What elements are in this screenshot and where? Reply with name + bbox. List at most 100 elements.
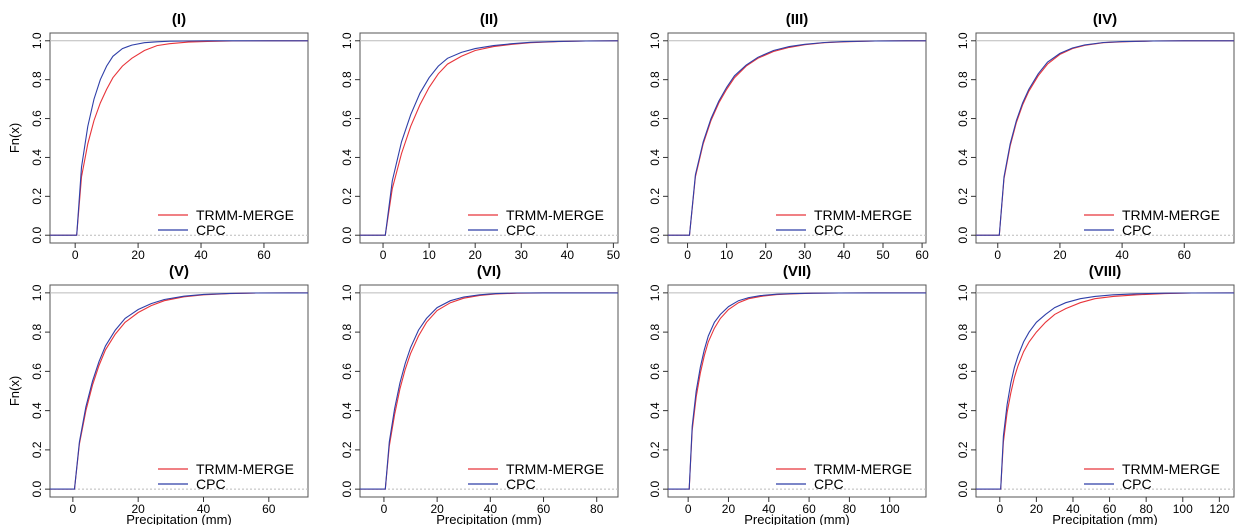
x-tick-label: 60 (915, 248, 929, 262)
y-tick-label: 0.8 (30, 71, 44, 88)
y-tick-label: 0.0 (340, 480, 354, 497)
legend-label: CPC (814, 476, 844, 492)
x-tick-label: 10 (422, 248, 436, 262)
y-tick-label: 0.2 (30, 441, 44, 458)
x-tick-label: 40 (197, 502, 211, 516)
y-tick-label: 1.0 (30, 32, 44, 49)
x-axis-label: Precipitation (mm) (1052, 512, 1157, 525)
y-tick-label: 0.2 (30, 188, 44, 205)
panel-title: (I) (172, 11, 186, 28)
x-tick-label: 0 (70, 502, 77, 516)
series-line-cpc (976, 292, 1235, 490)
x-tick-label: 120 (1209, 502, 1229, 516)
plot-frame (49, 284, 309, 498)
x-tick-label: 20 (1030, 502, 1044, 516)
x-tick-label: 40 (1115, 248, 1129, 262)
panel-title: (IV) (1093, 11, 1117, 28)
y-tick-label: 0.2 (340, 441, 354, 458)
y-tick-label: 0.4 (30, 402, 44, 419)
series-line-trmm-merge (976, 292, 1235, 490)
panel-title: (VI) (477, 263, 501, 280)
x-tick-label: 80 (590, 502, 604, 516)
x-tick-label: 30 (515, 248, 529, 262)
x-tick-label: 0 (684, 248, 691, 262)
y-tick-label: 0.4 (340, 402, 354, 419)
legend-label: CPC (1122, 476, 1152, 492)
y-tick-label: 0.2 (956, 441, 970, 458)
x-tick-label: 50 (607, 248, 621, 262)
x-tick-label: 20 (759, 248, 773, 262)
series-line-trmm-merge (668, 292, 926, 490)
plot-frame (975, 284, 1235, 498)
y-tick-label: 0.8 (956, 71, 970, 88)
legend-label: TRMM-MERGE (506, 207, 604, 223)
x-tick-label: 0 (996, 502, 1003, 516)
x-tick-label: 20 (131, 248, 145, 262)
y-tick-label: 0.6 (340, 363, 354, 380)
x-tick-label: 30 (798, 248, 812, 262)
y-tick-label: 1.0 (340, 32, 354, 49)
y-tick-label: 0.4 (648, 402, 662, 419)
y-tick-label: 0.2 (648, 441, 662, 458)
x-axis-label: Precipitation (mm) (126, 512, 231, 525)
series-line-cpc (668, 40, 926, 236)
y-axis-label: Fn(x) (7, 123, 22, 153)
y-tick-label: 1.0 (30, 284, 44, 301)
x-tick-label: 0 (380, 248, 387, 262)
y-tick-label: 0.2 (648, 188, 662, 205)
y-tick-label: 0.8 (340, 71, 354, 88)
y-tick-label: 0.4 (956, 402, 970, 419)
legend-label: TRMM-MERGE (814, 461, 912, 477)
x-tick-label: 0 (381, 502, 388, 516)
y-tick-label: 0.4 (648, 149, 662, 166)
series-line-trmm-merge (50, 292, 308, 490)
x-tick-label: 20 (430, 502, 444, 516)
series-line-cpc (360, 40, 619, 236)
x-tick-label: 40 (837, 248, 851, 262)
x-tick-label: 100 (1173, 502, 1193, 516)
y-tick-label: 0.6 (648, 110, 662, 127)
plot-frame (667, 32, 927, 244)
legend-label: CPC (506, 476, 536, 492)
y-tick-label: 0.8 (648, 323, 662, 340)
legend-label: CPC (506, 222, 536, 238)
y-tick-label: 0.2 (340, 188, 354, 205)
y-tick-label: 0.8 (648, 71, 662, 88)
series-line-cpc (668, 292, 926, 490)
y-tick-label: 1.0 (956, 284, 970, 301)
x-axis-label: Precipitation (mm) (436, 512, 541, 525)
y-tick-label: 0.0 (30, 480, 44, 497)
y-tick-label: 1.0 (956, 32, 970, 49)
y-tick-label: 0.6 (956, 363, 970, 380)
panel-title: (VIII) (1089, 263, 1122, 280)
x-tick-label: 60 (802, 502, 816, 516)
x-tick-label: 20 (131, 502, 145, 516)
series-line-cpc (50, 40, 308, 236)
x-tick-label: 40 (194, 248, 208, 262)
y-tick-label: 0.6 (30, 363, 44, 380)
y-tick-label: 0.0 (956, 227, 970, 244)
x-tick-label: 40 (561, 248, 575, 262)
y-tick-label: 0.8 (340, 323, 354, 340)
x-tick-label: 20 (722, 502, 736, 516)
panel-title: (II) (480, 11, 498, 28)
y-tick-label: 0.8 (30, 323, 44, 340)
y-tick-label: 0.0 (648, 480, 662, 497)
y-tick-label: 0.4 (956, 149, 970, 166)
x-tick-label: 50 (876, 248, 890, 262)
legend-label: TRMM-MERGE (814, 207, 912, 223)
y-tick-label: 0.8 (956, 323, 970, 340)
x-tick-label: 100 (880, 502, 900, 516)
legend-label: CPC (196, 476, 226, 492)
legend-label: TRMM-MERGE (196, 461, 294, 477)
y-tick-label: 1.0 (340, 284, 354, 301)
y-tick-label: 0.0 (648, 227, 662, 244)
plot-frame (359, 32, 619, 244)
y-tick-label: 1.0 (648, 32, 662, 49)
plot-frame (359, 284, 619, 498)
series-line-cpc (976, 40, 1234, 236)
x-tick-label: 60 (257, 248, 271, 262)
legend-label: TRMM-MERGE (196, 207, 294, 223)
x-tick-label: 10 (720, 248, 734, 262)
